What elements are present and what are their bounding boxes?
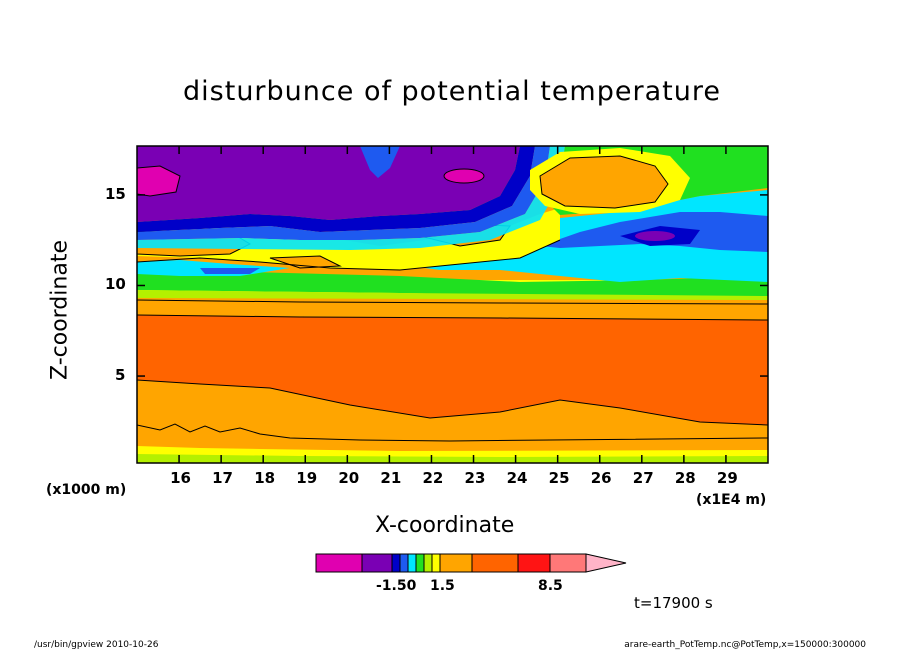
x-unit-right: (x1E4 m) bbox=[696, 492, 767, 508]
colorbar-segment bbox=[439, 553, 473, 573]
colorbar-segment bbox=[391, 553, 401, 573]
y-tick-label: 15 bbox=[105, 184, 126, 203]
x-tick-label: 29 bbox=[716, 469, 738, 487]
field-blue-strip-left bbox=[200, 268, 260, 274]
colorbar-segment bbox=[471, 553, 519, 573]
colorbar-extension-arrow bbox=[585, 553, 627, 573]
x-tick-label: 17 bbox=[212, 469, 233, 487]
y-axis-label: Z-coordinate bbox=[47, 240, 73, 380]
field-purple-top bbox=[137, 146, 520, 222]
field-yellow-blob bbox=[137, 208, 560, 270]
x-tick-label: 27 bbox=[632, 469, 654, 487]
colorbar-segment bbox=[517, 553, 551, 573]
colorbar-segment bbox=[415, 553, 425, 573]
x-tick-label: 22 bbox=[422, 469, 444, 487]
colorbar-segment bbox=[549, 553, 587, 573]
colorbar-segment bbox=[407, 553, 417, 573]
colorbar-segment bbox=[361, 553, 393, 573]
x-tick-label: 23 bbox=[464, 469, 486, 487]
colorbar-segment bbox=[399, 553, 409, 573]
colorbar-segment bbox=[423, 553, 433, 573]
field-band-green-mid bbox=[137, 270, 768, 297]
x-tick-label: 19 bbox=[296, 469, 318, 487]
x-unit-left: (x1000 m) bbox=[46, 482, 127, 498]
heatmap-field bbox=[137, 146, 768, 463]
field-cyan-edge bbox=[137, 146, 565, 250]
x-tick-label: 24 bbox=[506, 469, 528, 487]
field-orange-right-top bbox=[539, 155, 669, 209]
field-contour-mid bbox=[137, 299, 768, 305]
colorbar-segment bbox=[315, 553, 363, 573]
colorbar bbox=[315, 553, 627, 573]
field-contour-upper bbox=[137, 239, 561, 271]
colorbar-label: -1.50 bbox=[376, 578, 417, 594]
time-label: t=17900 s bbox=[634, 594, 713, 612]
x-tick-label: 20 bbox=[338, 469, 360, 487]
plot-frame bbox=[136, 145, 769, 464]
field-purple-right bbox=[635, 231, 675, 241]
colorbar-label: 8.5 bbox=[538, 578, 563, 594]
chart-title: disturbunce of potential temperature bbox=[183, 76, 721, 107]
colorbar-label: 1.5 bbox=[430, 578, 455, 594]
y-tick-label: 10 bbox=[105, 275, 126, 294]
x-ticks bbox=[178, 146, 727, 463]
field-band-yellowgreen-mid bbox=[137, 290, 768, 300]
field-darkblue-edge bbox=[137, 146, 535, 232]
colorbar-segment bbox=[431, 553, 441, 573]
footer-command: /usr/bin/gpview 2010-10-26 bbox=[34, 640, 159, 650]
x-tick-label: 18 bbox=[254, 469, 276, 487]
field-band-low-yellowgreen bbox=[137, 454, 768, 463]
x-tick-label: 26 bbox=[590, 469, 612, 487]
x-tick-label: 25 bbox=[548, 469, 570, 487]
field-magenta-center bbox=[443, 168, 485, 184]
x-tick-label: 28 bbox=[674, 469, 696, 487]
x-axis-label: X-coordinate bbox=[375, 513, 515, 538]
field-blue-edge bbox=[137, 146, 550, 240]
field-magenta-left bbox=[137, 165, 181, 197]
x-tick-label: 21 bbox=[380, 469, 402, 487]
footer-source: arare-earth_PotTemp.nc@PotTemp,x=150000:… bbox=[624, 640, 866, 650]
x-tick-label: 16 bbox=[170, 469, 191, 487]
field-contour-darkorange bbox=[137, 379, 768, 426]
field-band-darkorange bbox=[137, 315, 768, 425]
y-ticks bbox=[137, 194, 768, 377]
y-tick-label: 5 bbox=[115, 366, 126, 385]
field-contour-top-band bbox=[137, 314, 768, 321]
field-contour-low bbox=[137, 423, 768, 442]
